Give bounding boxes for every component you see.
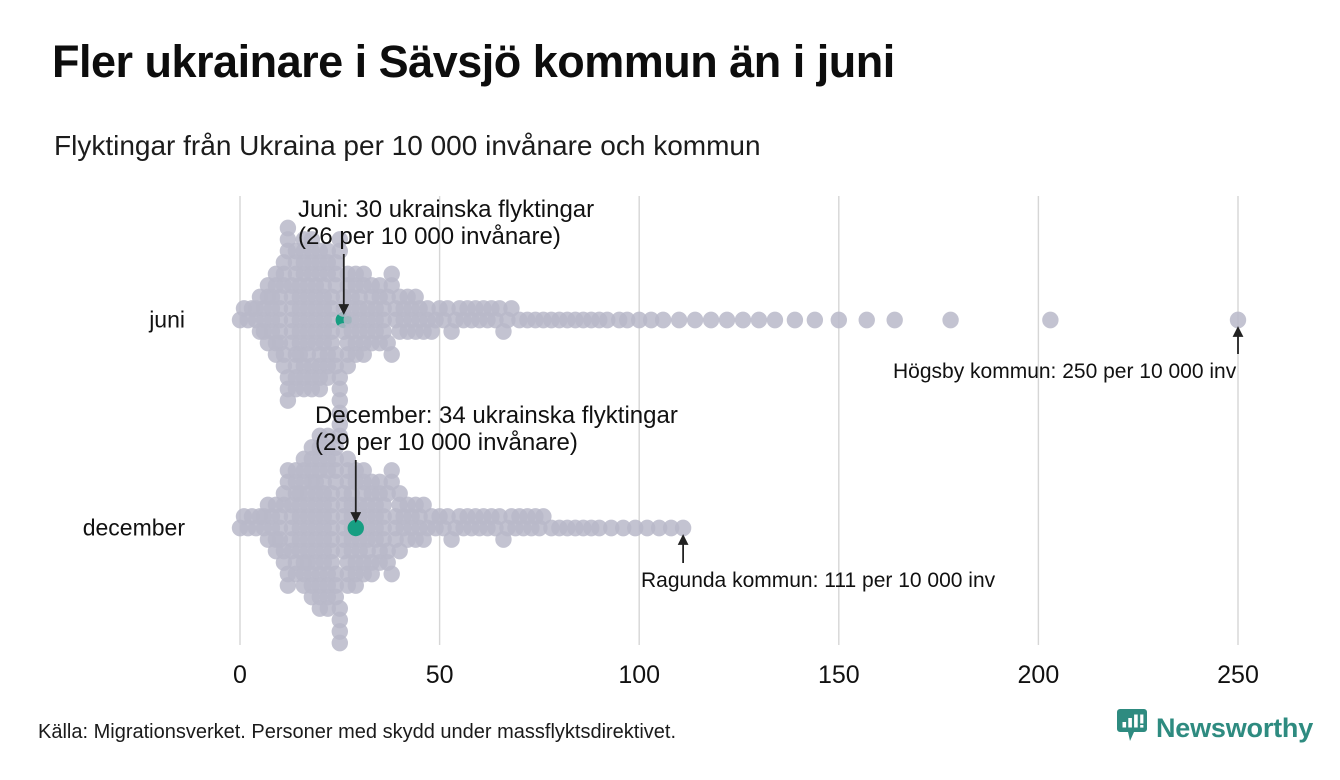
swarm-dot (383, 346, 400, 363)
swarm-dot (327, 346, 345, 363)
swarm-dot (631, 311, 648, 329)
annotation-juni-highlight: Juni: 30 ukrainska flyktingar (26 per 10 … (298, 196, 594, 251)
swarm-dot (323, 531, 341, 548)
swarm-dot (662, 519, 680, 537)
swarm-dot (786, 311, 804, 329)
annotation-line: December: 34 ukrainska flyktingar (315, 402, 678, 429)
annotation-line: Högsby kommun: 250 per 10 000 inv (893, 360, 1237, 383)
swarm-dot (615, 519, 632, 537)
annotation-line: (29 per 10 000 invånare) (315, 429, 578, 457)
swarm-dot (603, 519, 620, 537)
swarm-dot (674, 519, 692, 537)
x-axis-tick-0: 0 (233, 661, 247, 689)
x-axis-tick-250: 250 (1217, 661, 1259, 689)
swarm-dot (942, 311, 959, 329)
logo-wordmark: Newsworthy (1156, 713, 1314, 743)
row-label-juni: juni (149, 306, 185, 333)
swarm-dot (331, 427, 348, 445)
x-axis-tick-200: 200 (1017, 661, 1060, 689)
swarm-dot (718, 311, 736, 329)
swarm-dot (331, 416, 348, 433)
swarm-dot (331, 634, 348, 652)
swarm-dot (670, 311, 688, 329)
page-title: Fler ukrainare i Sävsjö kommun än i juni (52, 36, 895, 87)
swarm-dot (858, 311, 875, 329)
swarm-dot (375, 311, 392, 329)
swarm-dot (591, 519, 608, 537)
row-label-december: december (82, 514, 185, 541)
annotation-hogsby-callout: Högsby kommun: 250 per 10 000 inv (893, 360, 1236, 384)
swarm-dot (383, 565, 400, 583)
swarm-dot (383, 462, 400, 479)
swarm-dot (619, 311, 636, 329)
source-note: Källa: Migrationsverket. Personer med sk… (38, 721, 677, 743)
annotation-line: (26 per 10 000 invånare) (298, 223, 561, 251)
swarm-dot (331, 404, 348, 422)
swarm-dot (323, 323, 341, 340)
swarm-dot (806, 311, 824, 329)
swarm-dot (642, 311, 660, 329)
swarm-dot (327, 450, 345, 468)
swarm-dot (271, 519, 289, 537)
highlighted-dot-december (347, 519, 364, 537)
swarm-dot (331, 231, 348, 248)
x-axis-tick-100: 100 (618, 661, 661, 689)
x-axis-tick-50: 50 (425, 661, 454, 689)
swarm-dot (886, 311, 903, 329)
swarm-dot (750, 311, 768, 329)
swarm-dot (638, 519, 656, 537)
swarm-dot (271, 300, 289, 317)
swarm-dot (627, 519, 644, 537)
annotation-line: Juni: 30 ukrainska flyktingar (298, 196, 595, 223)
swarm-dot (331, 600, 348, 617)
annotation-december-highlight: December: 34 ukrainska flyktingar (29 per… (315, 402, 678, 457)
swarm-group-juni (231, 219, 1247, 409)
swarm-dot (331, 380, 348, 398)
swarm-dot (375, 508, 392, 525)
swarm-dot (830, 311, 847, 329)
swarm-dot (599, 311, 616, 329)
swarm-dot (323, 311, 341, 329)
swarm-dot (271, 323, 289, 340)
swarm-dot (702, 311, 720, 329)
swarm-dot (327, 577, 345, 594)
swarm-dot (327, 265, 345, 283)
swarm-dot (650, 519, 668, 537)
swarm-dot (766, 311, 784, 329)
swarm-dot (271, 311, 289, 329)
swarm-dot (1229, 311, 1247, 329)
newsworthy-logo: Newsworthy (1117, 709, 1313, 748)
swarm-dot (327, 462, 345, 479)
swarm-dot (323, 508, 341, 525)
swarm-dot (323, 300, 341, 317)
swarm-dot (686, 311, 704, 329)
swarm-dot (327, 565, 345, 583)
swarm-dot (1042, 311, 1059, 329)
swarm-dot (383, 265, 400, 283)
bar-chart-speech-bubble-icon (1117, 709, 1147, 748)
annotation-line: Ragunda kommun: 111 per 10 000 inv (641, 569, 996, 592)
swarm-dot (654, 311, 672, 329)
swarm-dot (279, 219, 297, 237)
page-subtitle: Flyktingar från Ukraina per 10 000 invån… (54, 130, 761, 161)
swarm-dot (323, 542, 341, 560)
swarm-dot (331, 623, 348, 640)
swarm-dot (323, 496, 341, 514)
swarm-dot (331, 611, 348, 629)
swarm-dot (734, 311, 752, 329)
swarm-dot (375, 519, 392, 537)
annotation-ragunda-callout: Ragunda kommun: 111 per 10 000 inv (641, 569, 995, 593)
x-axis-tick-150: 150 (817, 661, 860, 689)
swarm-dot (323, 519, 341, 537)
swarm-dot (331, 392, 348, 409)
